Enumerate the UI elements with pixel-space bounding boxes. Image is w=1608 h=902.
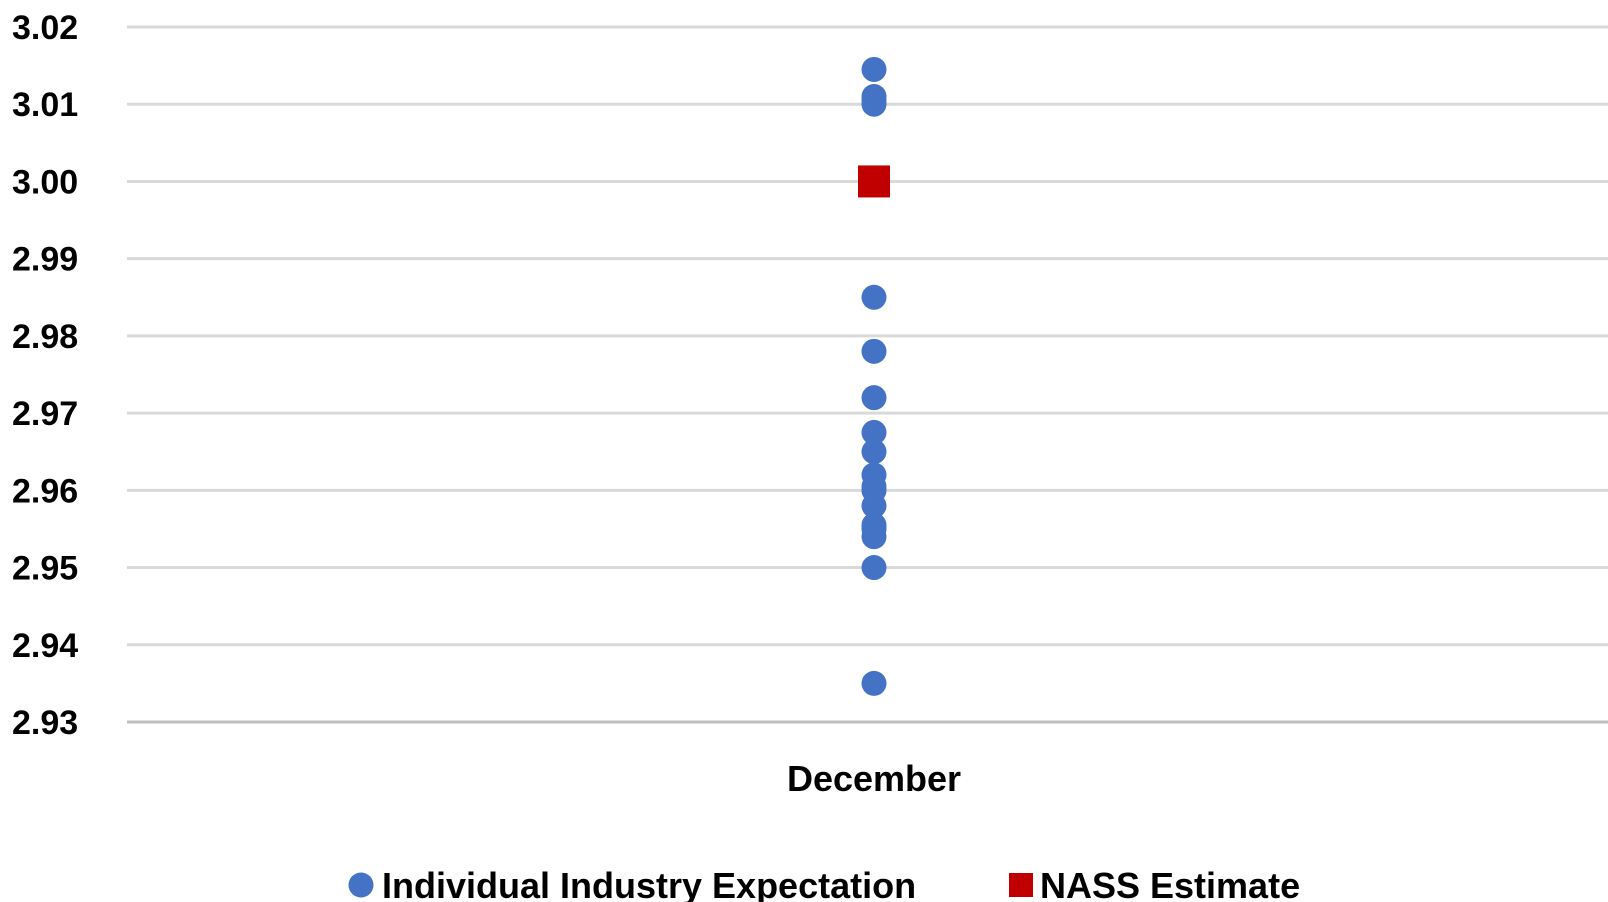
gridlines	[127, 25, 1608, 724]
legend-label: Individual Industry Expectation	[382, 865, 916, 902]
industry-expectation-point	[861, 56, 887, 82]
y-tick-label: 3.02	[12, 9, 78, 47]
legend-square-marker-icon	[1009, 873, 1033, 897]
legend-label: NASS Estimate	[1040, 865, 1300, 902]
y-tick-label: 2.97	[12, 395, 78, 433]
industry-expectation-point	[861, 439, 887, 465]
x-axis-category-labels: December	[787, 758, 961, 799]
y-tick-label: 2.98	[12, 318, 78, 356]
y-tick-label: 2.99	[12, 241, 78, 279]
industry-expectation-point	[861, 670, 887, 696]
industry-expectation-point	[861, 284, 887, 310]
y-tick-label: 2.95	[12, 550, 78, 588]
legend-circle-marker-icon	[348, 872, 374, 898]
y-tick-label: 3.01	[12, 86, 78, 124]
y-axis-tick-labels: 2.93 2.94 2.95 2.96 2.97 2.98 2.99 3.00 3.01 3.02	[12, 9, 78, 742]
industry-expectation-point	[861, 493, 887, 519]
industry-expectation-point	[861, 385, 887, 411]
industry-expectation-point	[861, 91, 887, 117]
industry-expectation-point	[861, 338, 887, 364]
data-points	[858, 56, 890, 696]
industry-expectation-point	[861, 555, 887, 581]
y-tick-label: 2.96	[12, 472, 78, 510]
y-tick-label: 2.94	[12, 627, 78, 665]
industry-expectation-point	[861, 419, 887, 445]
y-tick-label: 2.93	[12, 704, 78, 742]
industry-expectation-point	[861, 524, 887, 550]
nass-estimate-point	[858, 165, 890, 198]
y-tick-label: 3.00	[12, 163, 78, 201]
x-category-label: December	[787, 758, 961, 799]
legend: Individual Industry Expectation NASS Esti…	[348, 865, 1300, 902]
